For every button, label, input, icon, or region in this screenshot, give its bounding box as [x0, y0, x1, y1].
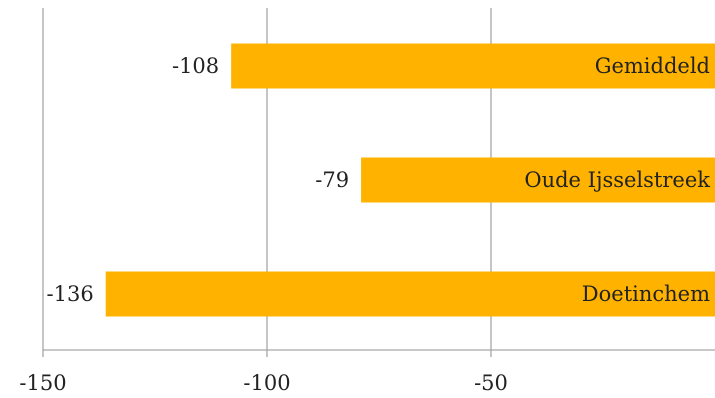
data-label-0: -108 — [172, 54, 219, 78]
x-tick-label-0: -150 — [19, 371, 66, 395]
data-label-1: -79 — [315, 168, 349, 192]
bar-2 — [105, 271, 715, 317]
bar-0 — [231, 43, 715, 89]
category-label-1: Oude Ijsselstreek — [524, 168, 710, 192]
x-tick-label-2: -50 — [474, 371, 508, 395]
category-label-2: Doetinchem — [582, 282, 710, 306]
data-label-2: -136 — [47, 282, 94, 306]
bar-1 — [361, 157, 715, 203]
category-label-0: Gemiddeld — [595, 54, 710, 78]
x-tick-label-1: -100 — [243, 371, 290, 395]
